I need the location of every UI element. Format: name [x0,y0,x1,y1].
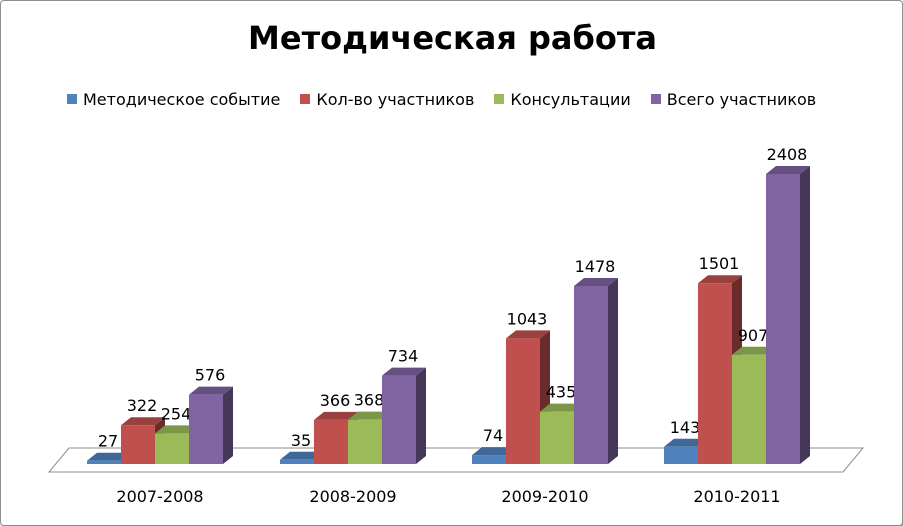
bar-2007-2008-series-3-top [155,425,199,434]
data-label-2007-2008-series-3: 254 [161,404,192,423]
legend-swatch-series-4 [650,94,661,104]
bar-2008-2009-series-4-side [416,367,426,464]
bar-2008-2009-series-3 [348,419,382,464]
legend-item-series-2: Кол-во участников [300,90,474,109]
bar-2010-2011-series-2-top [698,275,742,284]
data-label-2010-2011-series-2: 1501 [699,254,740,273]
legend-label-series-2: Кол-во участников [316,89,475,109]
bar-2010-2011-series-4-top [766,166,810,174]
bar-2007-2008-series-2 [121,425,155,464]
legend-swatch-series-1 [67,94,77,104]
bar-2009-2010-series-3 [540,411,574,464]
chart-legend: Методическое событие Кол-во участников К… [67,89,816,109]
data-label-2009-2010-series-4: 1478 [575,257,616,276]
data-label-2008-2009-series-1: 35 [291,431,311,450]
bar-2008-2009-series-2 [314,419,348,464]
legend-label-series-4: Всего участников [666,89,817,109]
bar-2007-2008-series-4-side [223,386,233,464]
bar-2009-2010-series-4-top [574,278,618,287]
bar-2009-2010-series-2 [506,338,540,464]
bar-2010-2011-series-1-top [664,438,708,447]
x-tick-label-2010-2011: 2010-2011 [693,487,780,506]
chart-floor [47,447,865,473]
legend-item-series-3: Консультации [494,89,631,109]
bar-2009-2010-series-2-top [506,330,550,339]
bar-2010-2011-series-2 [698,283,732,464]
bar-2009-2010-series-4 [574,286,608,464]
bar-2010-2011-series-1 [664,446,698,464]
bar-2010-2011-series-4-side [800,166,810,464]
bar-2007-2008-series-1 [87,460,121,464]
data-label-2008-2009-series-4: 734 [388,347,419,366]
data-label-2010-2011-series-3: 907 [738,326,769,345]
legend-item-series-1: Методическое событие [67,90,280,109]
legend-item-series-4: Всего участников [650,89,817,109]
data-label-2009-2010-series-3: 435 [546,383,577,402]
x-tick-label-2008-2009: 2008-2009 [309,487,396,506]
x-tick-label-2009-2010: 2009-2010 [501,487,588,506]
data-label-2007-2008-series-4: 576 [195,366,226,385]
bar-2009-2010-series-1-top [472,447,516,456]
bar-2007-2008-series-4 [189,394,223,464]
data-label-2009-2010-series-2: 1043 [507,309,548,328]
bar-2008-2009-series-2-top [314,411,358,420]
bar-2008-2009-series-1 [280,459,314,464]
bar-2010-2011-series-4 [766,174,800,464]
bar-2009-2010-series-3-top [540,403,584,412]
bar-2009-2010-series-4-side [608,278,618,464]
bar-2008-2009-series-4-top [382,367,426,376]
data-label-2009-2010-series-1: 74 [483,426,503,445]
bar-2008-2009-series-3-top [348,411,392,420]
data-label-2007-2008-series-1: 27 [98,432,118,451]
legend-swatch-series-3 [494,94,505,104]
chart-title: Методическая работа [248,19,657,57]
bar-2010-2011-series-3 [732,354,766,464]
legend-label-series-1: Методическое событие [83,89,281,109]
bar-2010-2011-series-3-top [732,346,776,355]
bar-2008-2009-series-1-top [280,451,324,460]
data-label-2008-2009-series-3: 368 [354,391,385,410]
data-label-2008-2009-series-2: 366 [320,391,351,410]
data-label-2007-2008-series-2: 322 [127,396,158,415]
bar-2008-2009-series-4 [382,375,416,464]
bar-2007-2008-series-1-top [87,452,131,461]
bar-2007-2008-series-4-top [189,386,233,395]
data-label-2010-2011-series-4: 2408 [767,145,808,164]
legend-label-series-3: Консультации [510,89,631,109]
x-tick-label-2007-2008: 2007-2008 [116,487,203,506]
bar-2009-2010-series-1 [472,455,506,464]
bar-2007-2008-series-2-top [121,417,165,426]
data-label-2010-2011-series-1: 143 [670,418,701,437]
legend-swatch-series-2 [300,94,311,104]
bar-2007-2008-series-3 [155,433,189,464]
